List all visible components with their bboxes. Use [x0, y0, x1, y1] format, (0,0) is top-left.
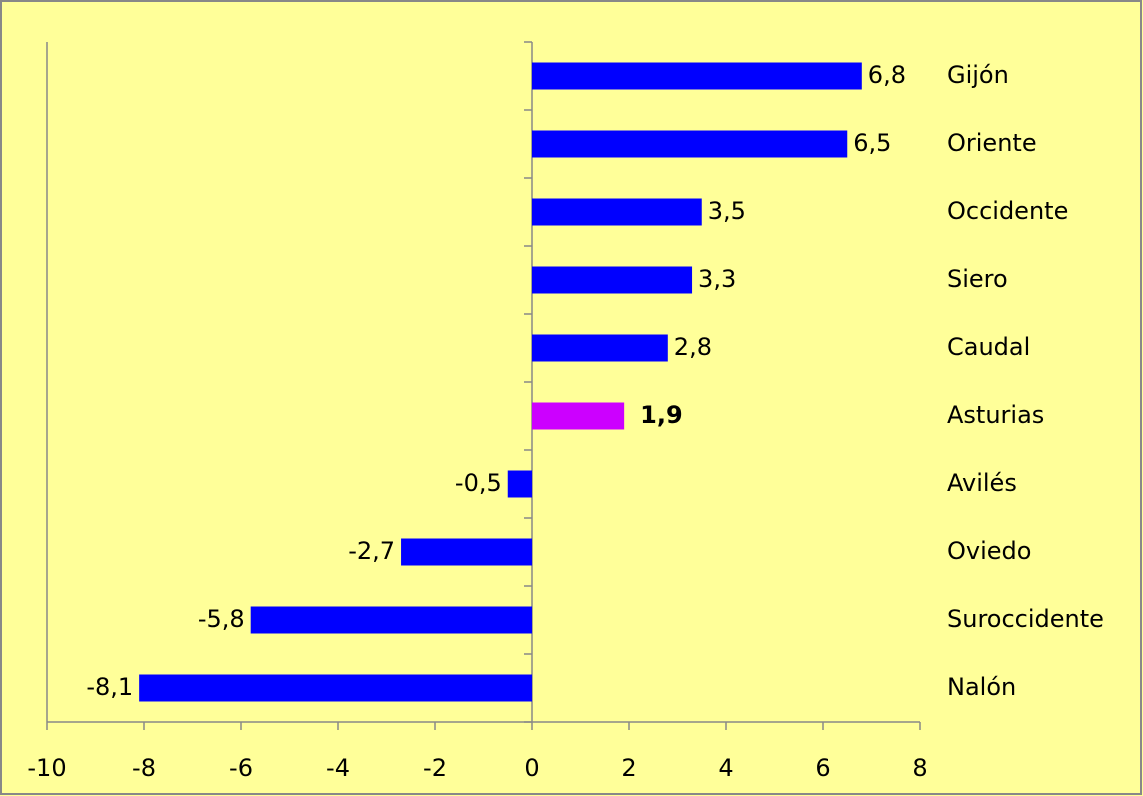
value-label: 3,5: [708, 197, 746, 225]
bar: [532, 62, 862, 90]
bar: [532, 198, 702, 226]
category-label: Avilés: [947, 469, 1017, 497]
bar: [532, 266, 693, 294]
value-label: -0,5: [455, 469, 502, 497]
value-label: 2,8: [674, 333, 712, 361]
x-tick-label: -6: [229, 754, 253, 782]
x-tick-label: 8: [912, 754, 927, 782]
bar: [507, 470, 532, 498]
bar: [139, 674, 532, 702]
bar: [401, 538, 532, 566]
category-label: Caudal: [947, 333, 1030, 361]
category-label: Asturias: [947, 401, 1044, 429]
value-label: 3,3: [698, 265, 736, 293]
value-label: 1,9: [640, 401, 683, 429]
category-label: Oriente: [947, 129, 1037, 157]
value-label: 6,8: [868, 61, 906, 89]
category-label: Nalón: [947, 673, 1016, 701]
category-label: Gijón: [947, 61, 1009, 89]
category-label: Occidente: [947, 197, 1068, 225]
x-tick-label: -2: [423, 754, 447, 782]
x-tick-label: 2: [621, 754, 636, 782]
value-label: 6,5: [853, 129, 891, 157]
x-tick-label: -4: [326, 754, 350, 782]
bar: [250, 606, 532, 634]
x-tick-label: 6: [815, 754, 830, 782]
x-tick-label: -8: [132, 754, 156, 782]
category-label: Suroccidente: [947, 605, 1104, 633]
category-label: Oviedo: [947, 537, 1031, 565]
x-tick-label: -10: [27, 754, 66, 782]
bar: [532, 130, 848, 158]
bar: [532, 334, 668, 362]
bar: [532, 402, 625, 430]
x-tick-label: 0: [524, 754, 539, 782]
value-label: -8,1: [86, 673, 133, 701]
value-label: -2,7: [348, 537, 395, 565]
value-label: -5,8: [198, 605, 245, 633]
category-label: Siero: [947, 265, 1008, 293]
x-tick-label: 4: [718, 754, 733, 782]
